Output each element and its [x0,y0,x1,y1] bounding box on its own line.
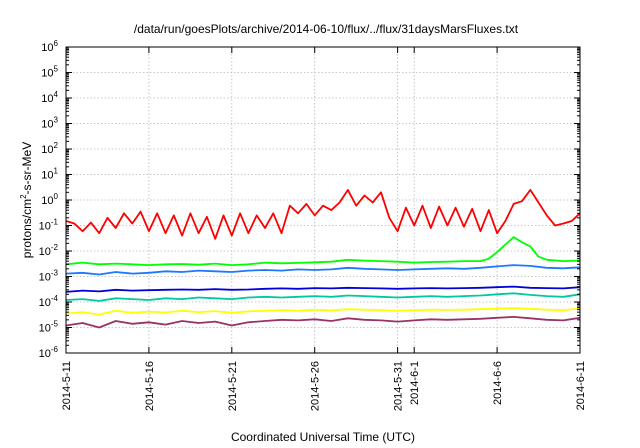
y-tick-labels: 10-610-510-410-310-210-11001011021031041… [39,39,59,360]
y-tick-exponent: -1 [51,218,59,227]
y-tick-base: 10 [39,246,51,258]
x-tick-label: 2014-5-11 [61,361,73,410]
y-tick-exponent: 2 [54,141,59,150]
series-line [65,264,581,276]
series-line [65,188,581,240]
x-tick-label: 2014-5-26 [310,361,322,411]
y-tick-base: 10 [41,170,53,182]
y-tick-label: 102 [41,141,58,156]
y-tick-exponent: -5 [51,320,59,329]
y-tick-base: 10 [39,348,51,360]
x-tick-label: 2014-6-11 [575,361,587,410]
y-tick-exponent: 3 [54,116,59,125]
chart-title: /data/run/goesPlots/archive/2014-06-10/f… [134,22,519,36]
y-tick-base: 10 [41,195,53,207]
y-tick-exponent: -3 [51,269,59,278]
y-tick-base: 10 [41,93,53,105]
series-line [65,315,581,329]
x-tick-labels: 2014-5-11 2014-5-16 2014-5-21 2014-5-26 2014… [61,361,587,411]
series-line [65,307,581,316]
y-axis-label: protons/cm2-s-sr-MeV [19,142,34,258]
y-tick-label: 10-4 [39,294,59,309]
y-axis-label-base: protons/cm [20,199,34,258]
y-tick-label: 10-3 [39,269,59,284]
y-tick-label: 10-2 [39,243,59,258]
y-tick-base: 10 [39,323,51,335]
y-tick-exponent: 5 [54,65,59,74]
y-tick-label: 10-5 [39,320,59,335]
y-axis-label-rest: -s-sr-MeV [20,142,34,195]
x-axis-label: Coordinated Universal Time (UTC) [231,430,415,444]
x-tick-label: 2014-5-16 [144,361,156,411]
y-tick-exponent: -2 [51,243,59,252]
y-tick-label: 105 [41,65,58,80]
y-tick-label: 10-1 [39,218,59,233]
y-axis-label-sup: 2 [19,194,28,199]
y-tick-base: 10 [41,144,53,156]
y-tick-label: 100 [41,192,58,207]
y-tick-exponent: 6 [54,39,59,48]
axis-ticks [65,46,581,354]
y-tick-base: 10 [41,68,53,80]
x-tick-label: 2014-6-1 [409,361,421,405]
y-tick-label: 104 [41,90,58,105]
series-line [65,292,581,302]
x-tick-label: 2014-6-6 [492,361,504,405]
y-tick-exponent: -4 [51,294,59,303]
y-tick-base: 10 [39,221,51,233]
x-tick-label: 2014-5-31 [393,361,405,411]
y-tick-base: 10 [39,297,51,309]
y-tick-label: 103 [41,116,58,131]
y-tick-exponent: 1 [54,167,59,176]
series-line [65,285,581,293]
y-tick-base: 10 [41,42,53,54]
x-tick-label: 2014-5-21 [227,361,239,411]
grid-lines [66,47,580,353]
y-tick-base: 10 [39,272,51,284]
data-series [65,188,581,329]
series-line [65,236,581,267]
y-tick-label: 101 [41,167,58,182]
y-tick-exponent: 4 [54,90,59,99]
y-tick-label: 106 [41,39,58,54]
y-tick-exponent: -6 [51,345,59,354]
y-tick-base: 10 [41,119,53,131]
y-tick-exponent: 0 [54,192,59,201]
y-tick-label: 10-6 [39,345,59,360]
